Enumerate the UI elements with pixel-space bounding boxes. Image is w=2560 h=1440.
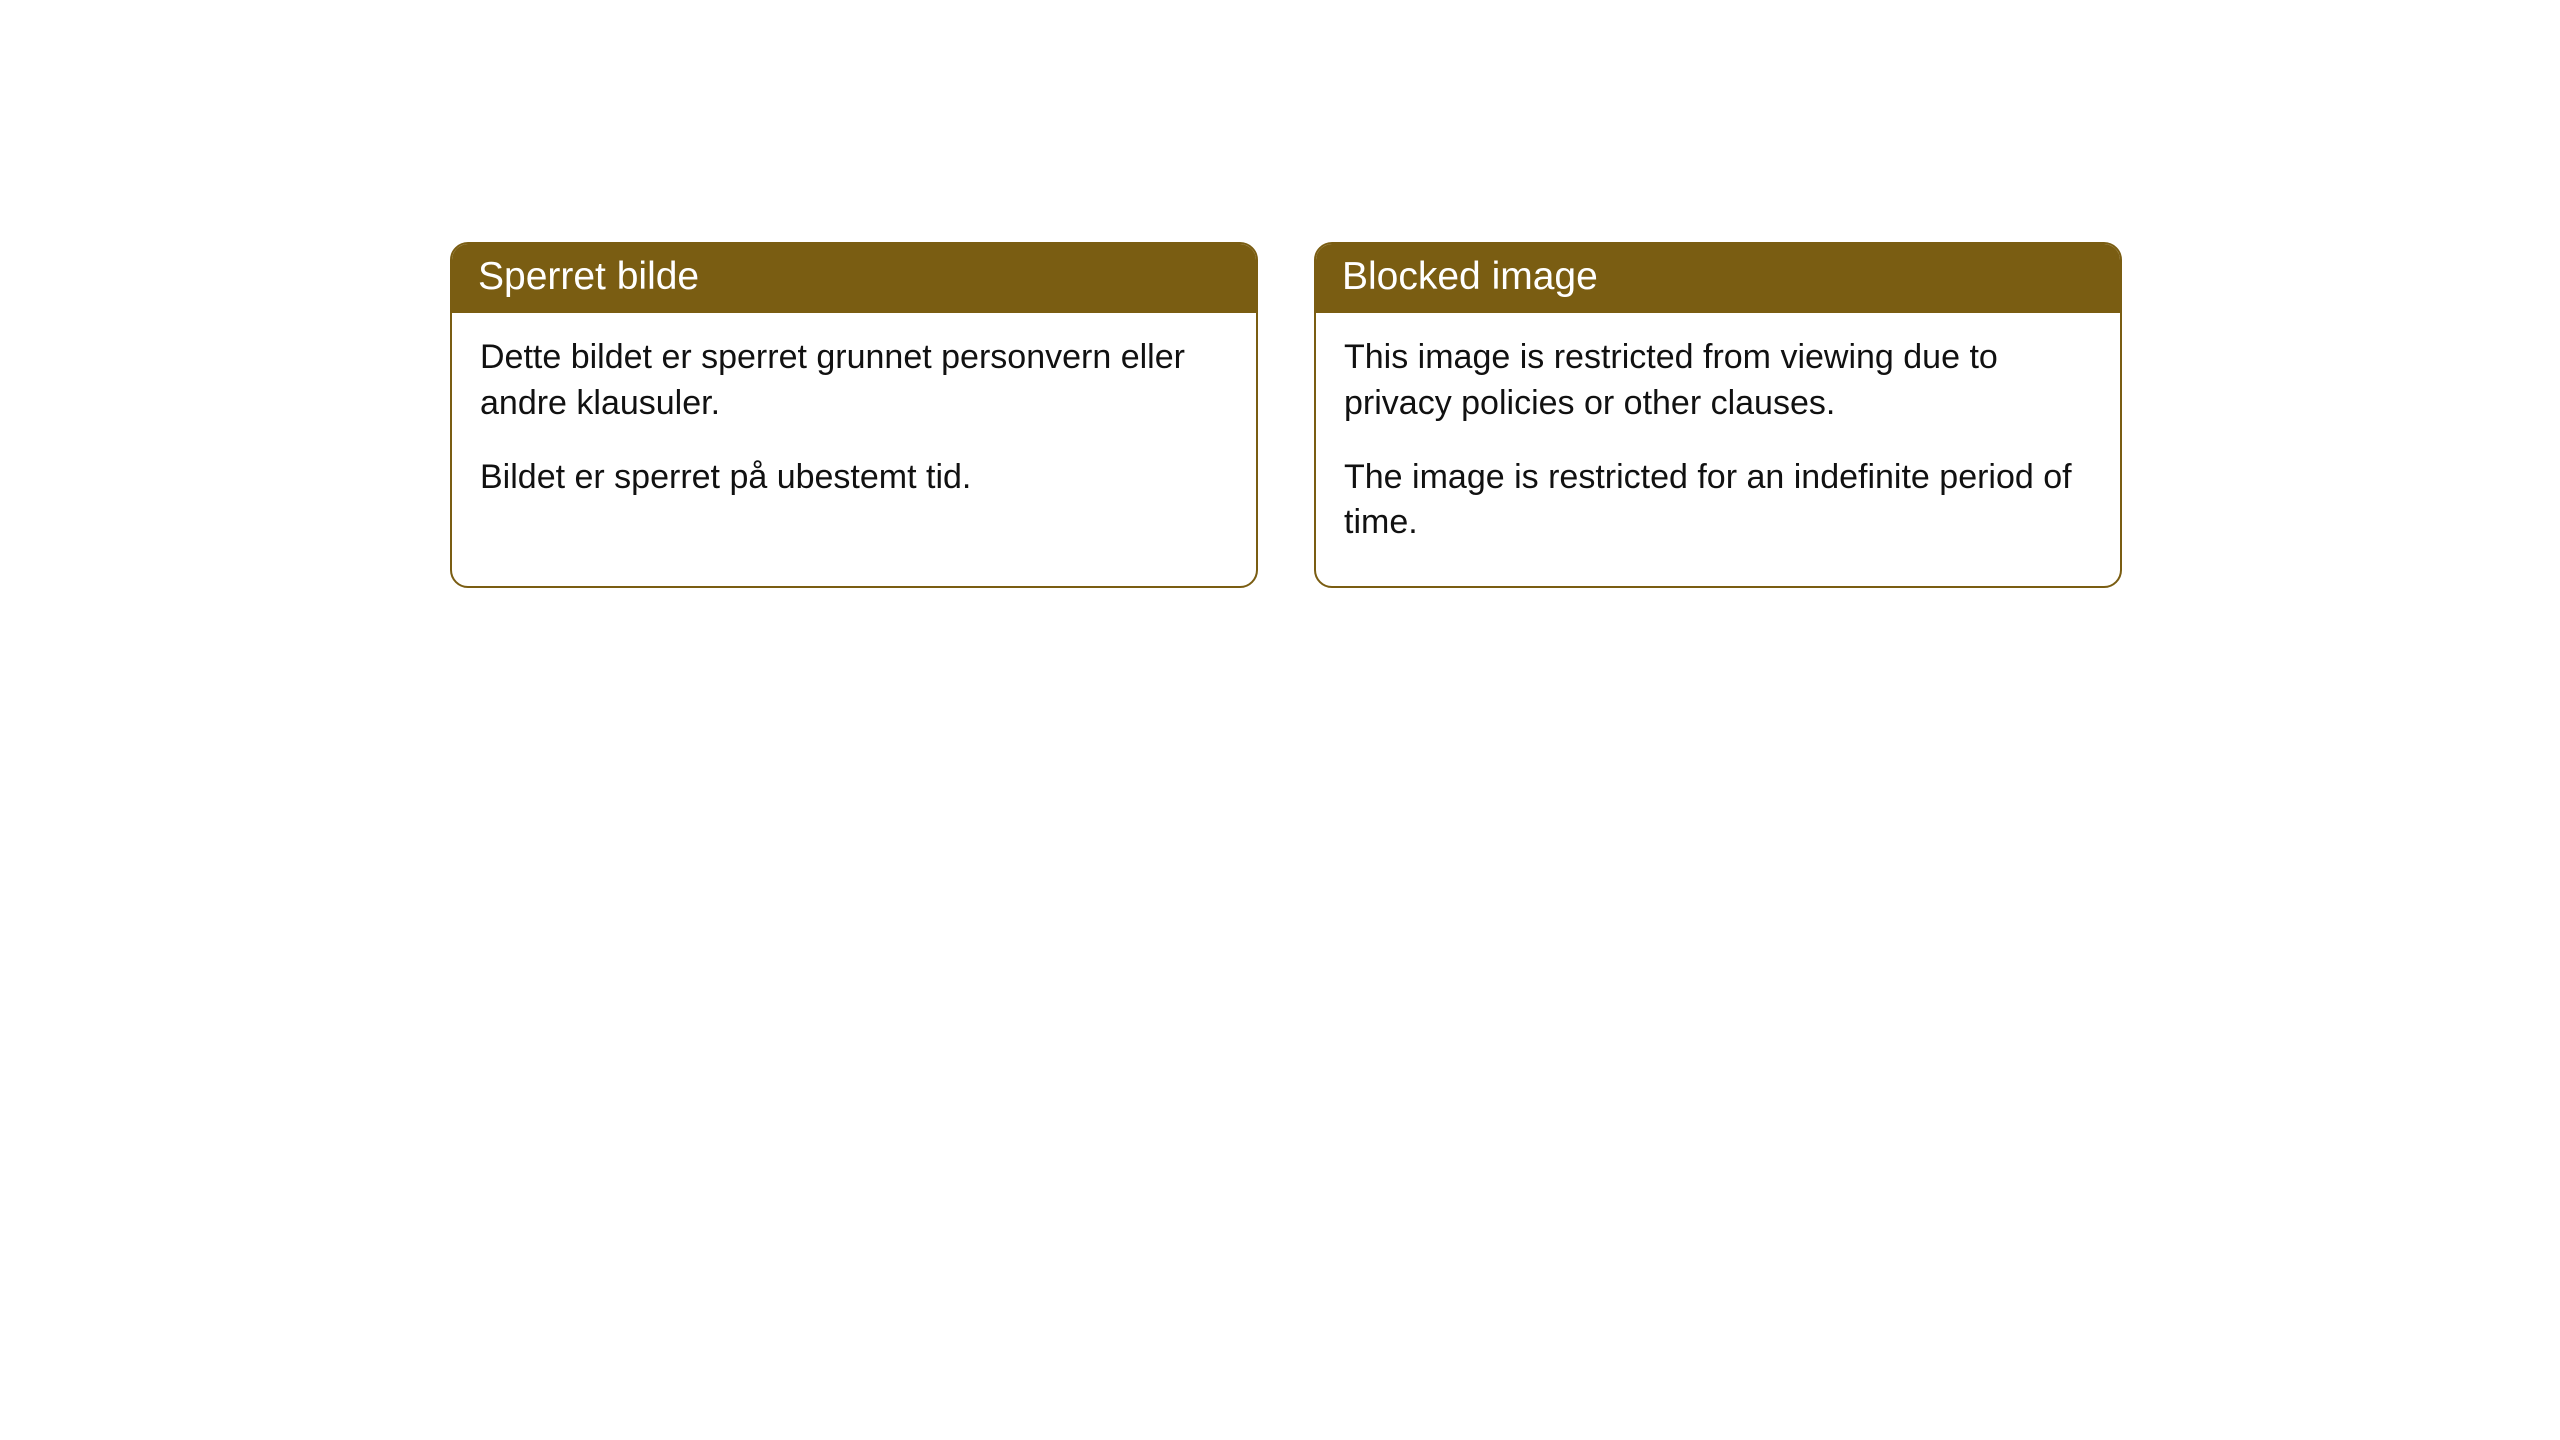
notice-paragraph-1: This image is restricted from viewing du… [1344, 335, 2092, 427]
notice-body: This image is restricted from viewing du… [1316, 313, 2120, 587]
notice-container: Sperret bilde Dette bildet er sperret gr… [450, 242, 2122, 588]
notice-card-english: Blocked image This image is restricted f… [1314, 242, 2122, 588]
notice-title: Sperret bilde [452, 244, 1256, 313]
notice-title: Blocked image [1316, 244, 2120, 313]
notice-body: Dette bildet er sperret grunnet personve… [452, 313, 1256, 541]
notice-paragraph-1: Dette bildet er sperret grunnet personve… [480, 335, 1228, 427]
notice-paragraph-2: The image is restricted for an indefinit… [1344, 455, 2092, 547]
notice-paragraph-2: Bildet er sperret på ubestemt tid. [480, 455, 1228, 501]
notice-card-norwegian: Sperret bilde Dette bildet er sperret gr… [450, 242, 1258, 588]
